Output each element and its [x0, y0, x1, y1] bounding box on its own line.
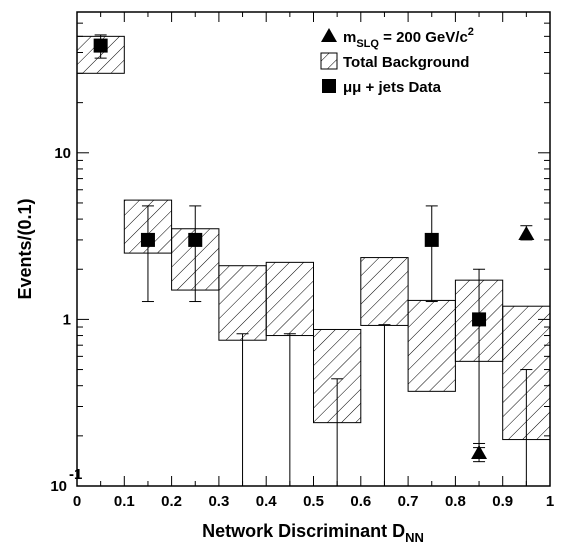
data-point-8	[472, 312, 487, 327]
x-tick-label-10: 1	[546, 493, 554, 510]
data-point-0	[93, 38, 108, 53]
legend-signal-marker	[321, 28, 337, 42]
x-tick-label-6: 0.6	[350, 493, 371, 510]
background-band-3	[218, 265, 267, 341]
x-tick-label-2: 0.2	[161, 493, 182, 510]
x-tick-label-9: 0.9	[492, 493, 513, 510]
background-band-7	[407, 299, 456, 392]
background-band-6	[360, 257, 409, 326]
error-bars	[94, 34, 533, 486]
axis-ticks	[76, 11, 551, 487]
legend-background-label: Total Background	[343, 54, 469, 71]
x-tick-label-4: 0.4	[256, 493, 278, 510]
background-band-4	[265, 261, 315, 337]
markers	[93, 38, 535, 459]
data-point-7	[424, 232, 439, 247]
legend-signal-label: mSLQ = 200 GeV/c2	[343, 26, 474, 50]
signal-point-1	[518, 226, 535, 241]
y-tick-label-1: 1	[63, 311, 71, 328]
data-point-2	[188, 232, 203, 247]
x-tick-label-8: 0.8	[445, 493, 466, 510]
x-axis-title-sub: NN	[405, 530, 424, 545]
x-axis-title-text: Network Discriminant D	[202, 521, 405, 541]
x-tick-label-3: 0.3	[208, 493, 229, 510]
y-tick-label-2: 10	[50, 478, 67, 495]
y-tick-label-0: 10	[54, 145, 71, 162]
legend-data-label: μμ + jets Data	[343, 79, 442, 96]
signal-point-0	[471, 444, 488, 459]
legend-data-marker	[322, 79, 336, 93]
x-axis-title: Network Discriminant DNN	[202, 521, 424, 545]
data-point-1	[140, 232, 155, 247]
x-tick-label-5: 0.5	[303, 493, 324, 510]
y-tick-exponent-2: -1	[69, 466, 82, 483]
legend-background-swatch	[320, 52, 338, 70]
x-tick-label-7: 0.7	[398, 493, 419, 510]
y-axis-title: Events/(0.1)	[15, 198, 35, 299]
x-tick-label-1: 0.1	[114, 493, 135, 510]
legend: mSLQ = 200 GeV/c2 Total Background μμ + …	[320, 26, 474, 96]
x-tick-label-0: 0	[73, 493, 81, 510]
